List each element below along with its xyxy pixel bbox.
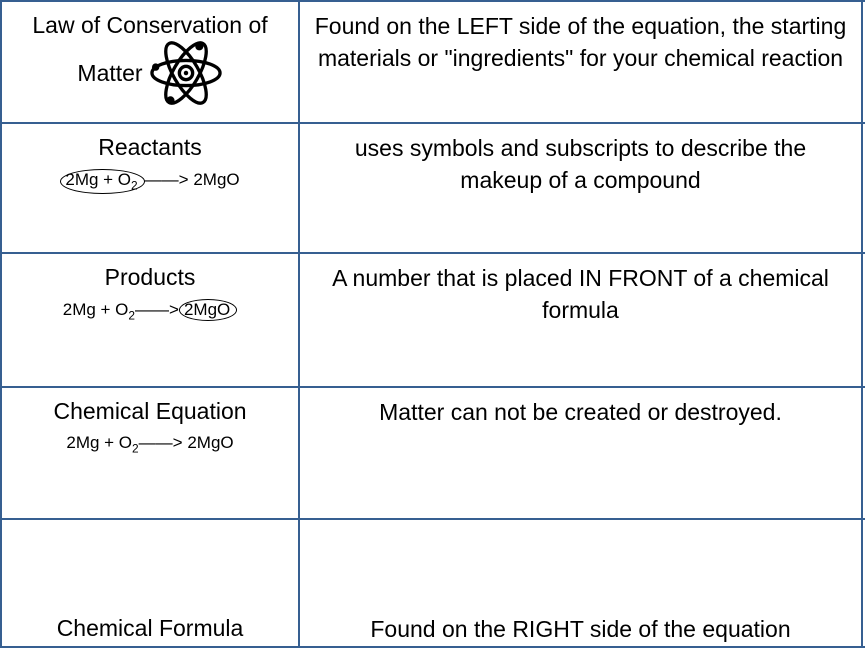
desc-text: Found on the RIGHT side of the equation <box>370 613 790 645</box>
desc-cell: uses symbols and subscripts to describe … <box>298 124 863 252</box>
desc-text: A number that is placed IN FRONT of a ch… <box>312 262 849 326</box>
table-row: Products 2Mg + O2——>2MgO A number that i… <box>0 254 865 388</box>
chemical-formula: 2Mg + O2——>2MgO <box>63 299 238 322</box>
reactants-oval: 2Mg + O2 <box>60 169 144 194</box>
chemical-formula: 2Mg + O2——> 2MgO <box>66 433 233 455</box>
table-row: Chemical Formula Found on the RIGHT side… <box>0 520 865 648</box>
term-text: Chemical Formula <box>57 613 244 644</box>
term-cell: Products 2Mg + O2——>2MgO <box>0 254 298 386</box>
chemical-formula: 2Mg + O2——> 2MgO <box>60 169 239 194</box>
term-cell: Reactants 2Mg + O2——> 2MgO <box>0 124 298 252</box>
desc-cell: Found on the RIGHT side of the equation <box>298 520 863 646</box>
term-text: Products <box>105 262 196 293</box>
vocab-table: Law of Conservation of Matter <box>0 0 865 648</box>
desc-cell: Matter can not be created or destroyed. <box>298 388 863 518</box>
desc-cell: A number that is placed IN FRONT of a ch… <box>298 254 863 386</box>
term-cell: Chemical Equation 2Mg + O2——> 2MgO <box>0 388 298 518</box>
desc-text: uses symbols and subscripts to describe … <box>312 132 849 196</box>
term-text: Reactants <box>98 132 202 163</box>
table-row: Law of Conservation of Matter <box>0 2 865 124</box>
products-oval: 2MgO <box>179 299 237 321</box>
term-line2-wrap: Matter <box>77 41 222 105</box>
term-cell: Law of Conservation of Matter <box>0 2 298 122</box>
table-row: Chemical Equation 2Mg + O2——> 2MgO Matte… <box>0 388 865 520</box>
term-text-line2: Matter <box>77 58 142 89</box>
desc-text: Found on the LEFT side of the equation, … <box>312 10 849 74</box>
desc-cell: Found on the LEFT side of the equation, … <box>298 2 863 122</box>
term-text-line1: Law of Conservation of <box>32 10 267 41</box>
term-cell: Chemical Formula <box>0 520 298 646</box>
atom-icon <box>149 41 223 105</box>
desc-text: Matter can not be created or destroyed. <box>379 396 782 428</box>
term-text: Chemical Equation <box>53 396 246 427</box>
table-row: Reactants 2Mg + O2——> 2MgO uses symbols … <box>0 124 865 254</box>
